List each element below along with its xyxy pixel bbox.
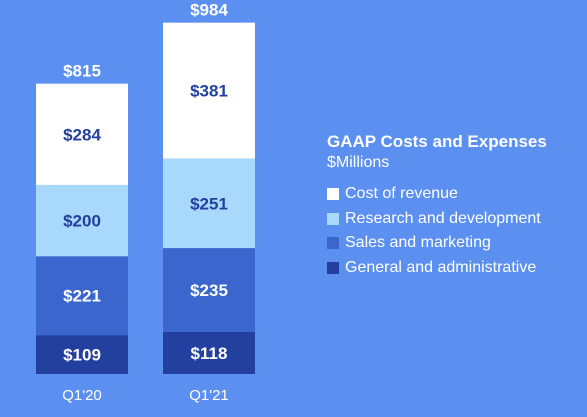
legend-swatch-cost-of-revenue (327, 188, 339, 201)
legend-item-sales-and-marketing: Sales and marketing (327, 231, 547, 256)
chart-legend: GAAP Costs and Expenses $Millions Cost o… (327, 131, 547, 280)
bar-segment-general-and-administrative-1 (163, 331, 255, 374)
chart-subtitle: $Millions (327, 154, 390, 171)
chart-title: GAAP Costs and Expenses (327, 132, 547, 151)
bar-segment-general-and-administrative-0 (36, 335, 128, 374)
bar-segment-research-and-development-1 (163, 158, 255, 249)
data-label-general-and-administrative-0: $109 (63, 346, 101, 365)
legend-label-cost-of-revenue: Cost of revenue (345, 185, 458, 203)
legend-item-cost-of-revenue: Cost of revenue (327, 182, 547, 207)
data-label-research-and-development-0: $200 (63, 212, 101, 231)
data-label-general-and-administrative-1: $118 (191, 344, 228, 363)
legend-swatch-sales-and-marketing (327, 237, 339, 250)
total-label-1: $984 (190, 1, 228, 20)
bar-segment-sales-and-marketing-0 (36, 256, 128, 336)
legend-swatch-research-and-development (327, 212, 339, 225)
bar-segment-sales-and-marketing-1 (163, 248, 255, 332)
data-label-sales-and-marketing-0: $221 (63, 287, 101, 306)
x-tick-label-1: Q1'21 (189, 387, 229, 404)
total-label-0: $815 (63, 62, 101, 81)
x-tick-label-0: Q1'20 (62, 387, 102, 404)
data-label-cost-of-revenue-1: $381 (190, 82, 228, 101)
legend-label-research-and-development: Research and development (345, 209, 541, 227)
legend-label-general-and-administrative: General and administrative (345, 258, 537, 276)
data-label-research-and-development-1: $251 (190, 194, 228, 213)
data-label-sales-and-marketing-1: $235 (190, 281, 228, 300)
legend-label-sales-and-marketing: Sales and marketing (345, 234, 491, 252)
legend-item-research-and-development: Research and development (327, 207, 547, 232)
legend-item-general-and-administrative: General and administrative (327, 256, 547, 281)
legend-swatch-general-and-administrative (327, 261, 339, 274)
data-label-cost-of-revenue-0: $284 (63, 125, 101, 144)
bar-segment-cost-of-revenue-0 (36, 83, 128, 185)
bar-segment-research-and-development-0 (36, 184, 128, 257)
bar-segment-cost-of-revenue-1 (163, 22, 255, 159)
